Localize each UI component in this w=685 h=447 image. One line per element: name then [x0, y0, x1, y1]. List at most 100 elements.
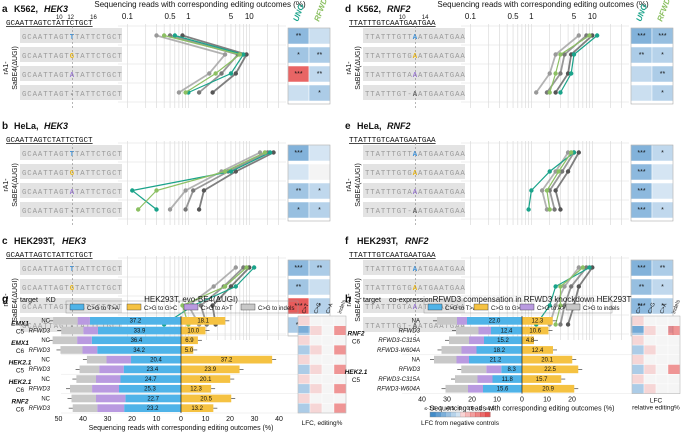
bar-ca: [456, 355, 469, 364]
sequence-char: A: [38, 323, 43, 331]
axis-tick-label: 10: [588, 12, 597, 21]
sequence-char: A: [434, 266, 439, 274]
sequence-char: G: [107, 91, 111, 99]
sequence-char: C: [96, 285, 101, 293]
significance-stars: ***: [637, 265, 645, 272]
sequence-char: T: [117, 170, 122, 178]
bar-ct: [469, 355, 522, 364]
lfc-cell: [309, 403, 323, 414]
bar-label-ct: 18.2: [493, 348, 505, 354]
series-point: [529, 188, 534, 193]
bar-label-ct: 8.3: [507, 367, 516, 373]
lfc-column-header: C>T: [301, 302, 310, 315]
group-position: C5: [352, 377, 361, 384]
significance-stars: ***: [294, 150, 302, 157]
sequence-char: T: [445, 304, 450, 312]
lfc-column-header: C>A: [659, 302, 668, 315]
group-target: HEK2.1: [345, 369, 368, 376]
sequence-char: T: [117, 304, 122, 312]
bar-ct: [483, 384, 522, 393]
legend-label: C>G to T>A: [445, 306, 477, 312]
series-point: [565, 169, 571, 174]
significance-stars: **: [296, 188, 302, 195]
sequence-char: T: [117, 91, 122, 99]
bar-label-ct: 12.4: [501, 328, 513, 334]
sequence-char: T: [370, 53, 375, 61]
series-point: [587, 33, 592, 38]
scale-tick: -1: [438, 406, 443, 412]
sequence-char: T: [445, 53, 450, 61]
legend-swatch: [519, 303, 535, 311]
heatmap-cell: [630, 65, 653, 83]
series-point: [553, 90, 558, 95]
sequence-char: T: [64, 170, 69, 178]
sequence-char: T: [402, 53, 407, 61]
sequence-char: G: [397, 34, 401, 42]
sequence-char: T: [370, 323, 375, 331]
bar-ct: [501, 365, 522, 374]
sequence-char: T: [43, 34, 48, 42]
lfc-cell: [297, 374, 311, 385]
sequence-char: T: [392, 34, 397, 42]
bar-label-cg: 20.1: [200, 377, 212, 383]
sequence-char: C: [27, 34, 32, 42]
bar-cg: [181, 326, 206, 335]
sequence-char: G: [107, 151, 111, 159]
group-target: RNF2: [12, 398, 29, 405]
sequence-char: A: [439, 266, 444, 274]
series-point: [558, 207, 563, 212]
sequence-char: T: [402, 266, 407, 274]
bar-cg: [522, 375, 562, 383]
sabe-label: SaBE4(ΔUGI): [355, 46, 362, 90]
bar-indel: [437, 317, 457, 325]
sequence-char: C: [96, 189, 101, 197]
sequence-char: A: [80, 189, 85, 197]
group-target: HEK2.1: [9, 379, 32, 386]
sequence-char: A: [376, 151, 381, 159]
sequence-char: A: [376, 323, 381, 331]
position-label: 10: [399, 15, 406, 21]
scale-title: LFC from negative controls: [421, 420, 500, 427]
sequence-char: T: [370, 189, 375, 197]
bar-label-cg: 12.4: [532, 348, 544, 354]
sequence-char: G: [59, 189, 63, 197]
series-point: [547, 303, 552, 308]
sequence-char: T: [370, 170, 375, 178]
sequence-char: G: [450, 53, 454, 61]
sequence-char: T: [49, 208, 54, 216]
sequence-char: T: [402, 285, 407, 293]
sequence-char: T: [64, 72, 69, 80]
series-point: [233, 265, 238, 270]
sequence-char: G: [107, 34, 111, 42]
sequence-row-bg: [20, 145, 122, 160]
series-line: [554, 34, 593, 93]
bar-ca: [468, 384, 483, 393]
scale-step: [475, 412, 481, 417]
gene-label: RNF2: [387, 121, 411, 131]
bar-ca: [83, 326, 98, 335]
lfc-cell: [321, 344, 335, 356]
sequence-char: T: [381, 208, 386, 216]
significance-stars: ***: [637, 33, 645, 40]
significance-stars: *: [318, 90, 321, 97]
series-point: [562, 52, 567, 57]
sequence-char: A: [434, 323, 439, 331]
bar-ct: [119, 384, 181, 393]
sequence-char: A: [54, 285, 59, 293]
scale-tick: -0.5: [446, 406, 455, 412]
scale-step: [430, 412, 436, 417]
bar-ca: [461, 346, 477, 354]
sequence-char: A: [418, 34, 423, 42]
sequence-char: T: [49, 91, 54, 99]
sequence-char: C: [27, 189, 32, 197]
lfc-cell: [631, 344, 645, 356]
sequence-char: G: [107, 285, 111, 293]
legend-box: [65, 300, 299, 314]
bar-ca: [77, 317, 90, 325]
sequence-char: A: [376, 53, 381, 61]
sequence-char: T: [43, 170, 48, 178]
sequence-char: G: [59, 34, 63, 42]
bar-cg: [522, 336, 534, 345]
series-line: [548, 152, 575, 210]
axis-tick-label: 0.5: [507, 12, 519, 21]
